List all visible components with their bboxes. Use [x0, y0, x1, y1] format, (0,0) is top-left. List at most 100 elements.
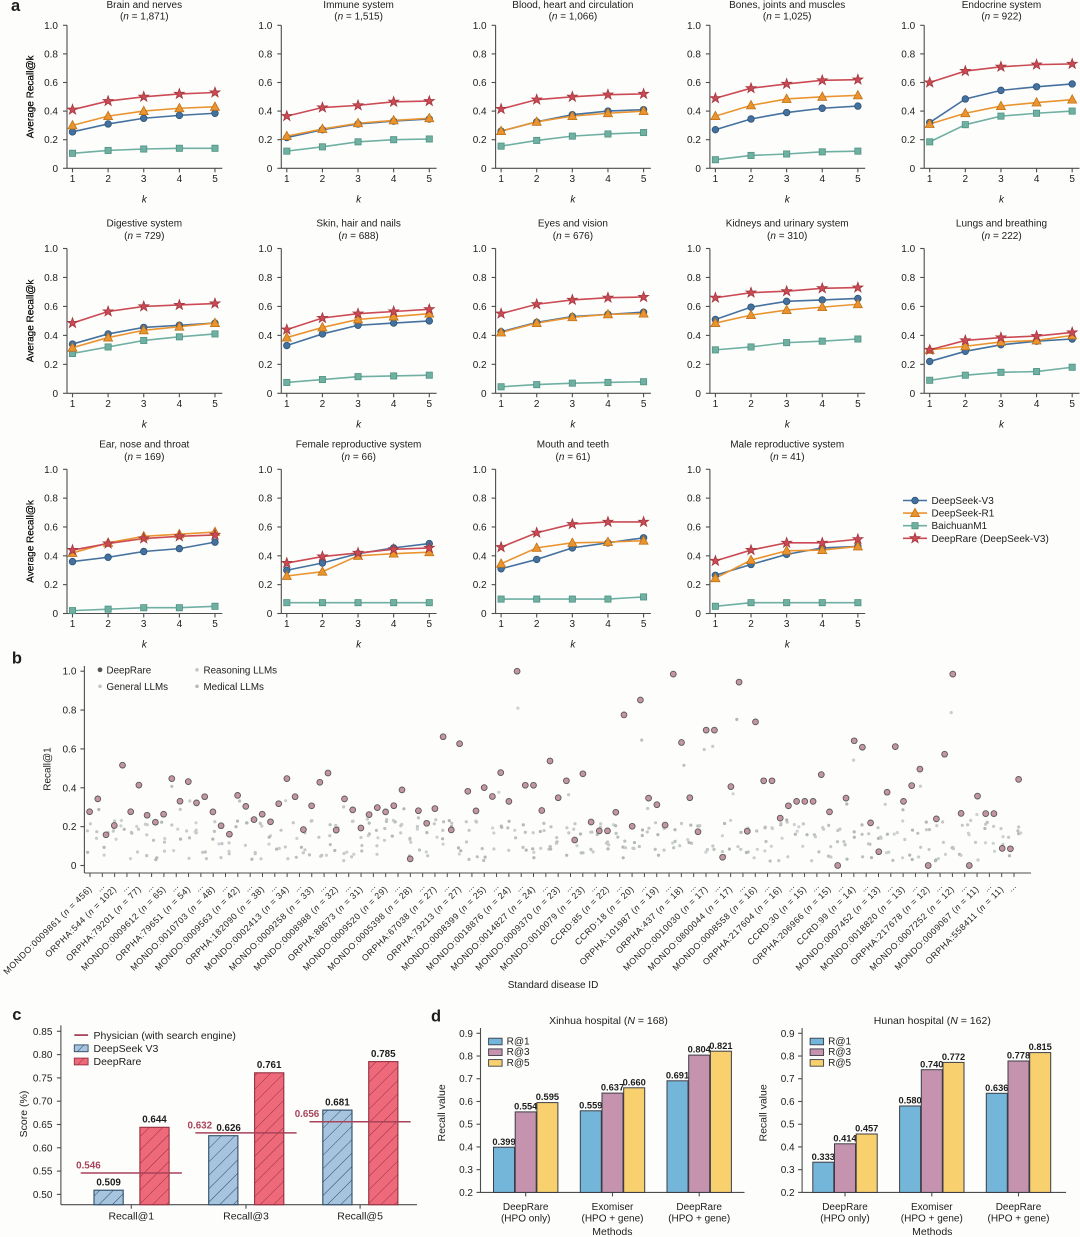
svg-text:Methods: Methods	[592, 1226, 632, 1237]
svg-text:0.772: 0.772	[942, 1052, 965, 1062]
svg-text:0.333: 0.333	[812, 1152, 835, 1162]
svg-text:0.8: 0.8	[473, 49, 487, 60]
svg-text:Average Recall@k: Average Recall@k	[26, 279, 37, 363]
svg-text:2: 2	[320, 174, 326, 185]
svg-text:k: k	[142, 640, 148, 651]
svg-text:4: 4	[391, 399, 397, 410]
svg-text:1: 1	[284, 174, 290, 185]
svg-text:1.0: 1.0	[258, 465, 272, 476]
svg-text:4: 4	[820, 399, 826, 410]
svg-text:0.8: 0.8	[901, 49, 915, 60]
svg-text:DeepRare: DeepRare	[503, 1202, 549, 1213]
svg-text:1.0: 1.0	[687, 465, 701, 476]
svg-text:0: 0	[481, 609, 487, 620]
svg-text:5: 5	[212, 619, 218, 630]
svg-text:(n = 676): (n = 676)	[553, 231, 593, 242]
svg-text:0.7: 0.7	[459, 1074, 473, 1085]
svg-text:0.681: 0.681	[325, 1098, 350, 1109]
svg-text:3: 3	[784, 174, 790, 185]
svg-text:0.7: 0.7	[781, 1074, 795, 1085]
svg-text:0.2: 0.2	[44, 360, 58, 371]
svg-text:3: 3	[998, 174, 1004, 185]
svg-text:0.761: 0.761	[257, 1060, 282, 1071]
svg-text:0.60: 0.60	[33, 1143, 53, 1154]
svg-text:0.2: 0.2	[473, 580, 487, 591]
svg-text:0.6: 0.6	[258, 78, 272, 89]
svg-text:Average Recall@k: Average Recall@k	[26, 499, 37, 583]
svg-text:0.50: 0.50	[33, 1190, 53, 1201]
svg-text:Blood, heart and circulation: Blood, heart and circulation	[512, 0, 633, 11]
svg-text:5: 5	[1069, 399, 1075, 410]
svg-text:0: 0	[910, 389, 916, 400]
svg-text:0.4: 0.4	[459, 1142, 473, 1153]
svg-text:0.554: 0.554	[514, 1102, 538, 1112]
svg-text:0: 0	[267, 164, 273, 175]
svg-text:0.2: 0.2	[44, 580, 58, 591]
svg-text:0.55: 0.55	[33, 1167, 53, 1178]
svg-text:0.5: 0.5	[781, 1120, 795, 1131]
svg-text:3: 3	[355, 174, 361, 185]
svg-text:0.399: 0.399	[492, 1137, 515, 1147]
svg-text:(n = 1,515): (n = 1,515)	[334, 12, 383, 23]
svg-text:0.804: 0.804	[688, 1045, 712, 1055]
svg-text:1: 1	[498, 619, 504, 630]
svg-text:(n = 1,066): (n = 1,066)	[549, 12, 598, 23]
svg-text:1.0: 1.0	[687, 244, 701, 255]
svg-text:0: 0	[910, 164, 916, 175]
svg-text:1.0: 1.0	[44, 465, 58, 476]
svg-text:0.3: 0.3	[781, 1165, 795, 1176]
svg-text:(HPO + gene): (HPO + gene)	[988, 1213, 1050, 1224]
svg-text:0: 0	[695, 389, 701, 400]
svg-text:Average Recall@k: Average Recall@k	[26, 499, 37, 583]
svg-text:0.6: 0.6	[473, 302, 487, 313]
svg-text:0.637: 0.637	[601, 1083, 624, 1093]
svg-text:Physician (with search engine): Physician (with search engine)	[94, 1030, 236, 1042]
svg-text:Methods: Methods	[912, 1226, 952, 1237]
svg-text:Skin, hair and nails: Skin, hair and nails	[316, 219, 401, 230]
svg-text:1.0: 1.0	[258, 21, 272, 32]
svg-text:0.8: 0.8	[258, 49, 272, 60]
svg-text:0.8: 0.8	[62, 706, 76, 717]
svg-text:(n = 729): (n = 729)	[124, 231, 164, 242]
svg-text:0.8: 0.8	[687, 273, 701, 284]
svg-text:0: 0	[267, 389, 273, 400]
svg-text:1: 1	[70, 399, 76, 410]
svg-text:Average Recall@k: Average Recall@k	[26, 54, 37, 138]
svg-text:0.778: 0.778	[1007, 1051, 1030, 1061]
svg-text:b: b	[12, 650, 22, 668]
svg-text:3: 3	[998, 399, 1004, 410]
svg-text:3: 3	[141, 619, 147, 630]
svg-text:1.0: 1.0	[901, 244, 915, 255]
svg-text:DeepRare: DeepRare	[996, 1202, 1042, 1213]
svg-text:0.9: 0.9	[781, 1029, 795, 1040]
svg-text:Average Recall@k: Average Recall@k	[26, 54, 37, 138]
svg-text:1: 1	[284, 619, 290, 630]
svg-text:0.3: 0.3	[459, 1165, 473, 1176]
svg-text:0.4: 0.4	[473, 107, 487, 118]
svg-text:0.4: 0.4	[687, 551, 701, 562]
svg-text:Kidneys and urinary system: Kidneys and urinary system	[726, 219, 849, 230]
svg-text:2: 2	[534, 619, 540, 630]
svg-text:0.6: 0.6	[459, 1097, 473, 1108]
svg-text:Average Recall@k: Average Recall@k	[26, 499, 37, 583]
svg-text:Recall@5: Recall@5	[337, 1211, 383, 1223]
svg-text:3: 3	[570, 619, 576, 630]
svg-text:4: 4	[1034, 399, 1040, 410]
svg-text:0.6: 0.6	[687, 302, 701, 313]
svg-text:1.0: 1.0	[44, 21, 58, 32]
svg-text:Average Recall@k: Average Recall@k	[26, 279, 37, 363]
svg-text:0.785: 0.785	[371, 1049, 396, 1060]
svg-text:0.8: 0.8	[258, 494, 272, 505]
svg-text:Immune system: Immune system	[323, 0, 394, 11]
svg-text:0.636: 0.636	[985, 1083, 1008, 1093]
svg-text:1.0: 1.0	[258, 244, 272, 255]
svg-text:5: 5	[855, 619, 861, 630]
svg-text:0.4: 0.4	[687, 331, 701, 342]
svg-text:0.626: 0.626	[216, 1123, 241, 1134]
svg-text:5: 5	[641, 619, 647, 630]
svg-text:(n = 169): (n = 169)	[124, 452, 164, 463]
svg-text:0.8: 0.8	[473, 273, 487, 284]
svg-text:5: 5	[641, 399, 647, 410]
svg-text:4: 4	[820, 619, 826, 630]
svg-text:Recall value: Recall value	[758, 1084, 770, 1141]
